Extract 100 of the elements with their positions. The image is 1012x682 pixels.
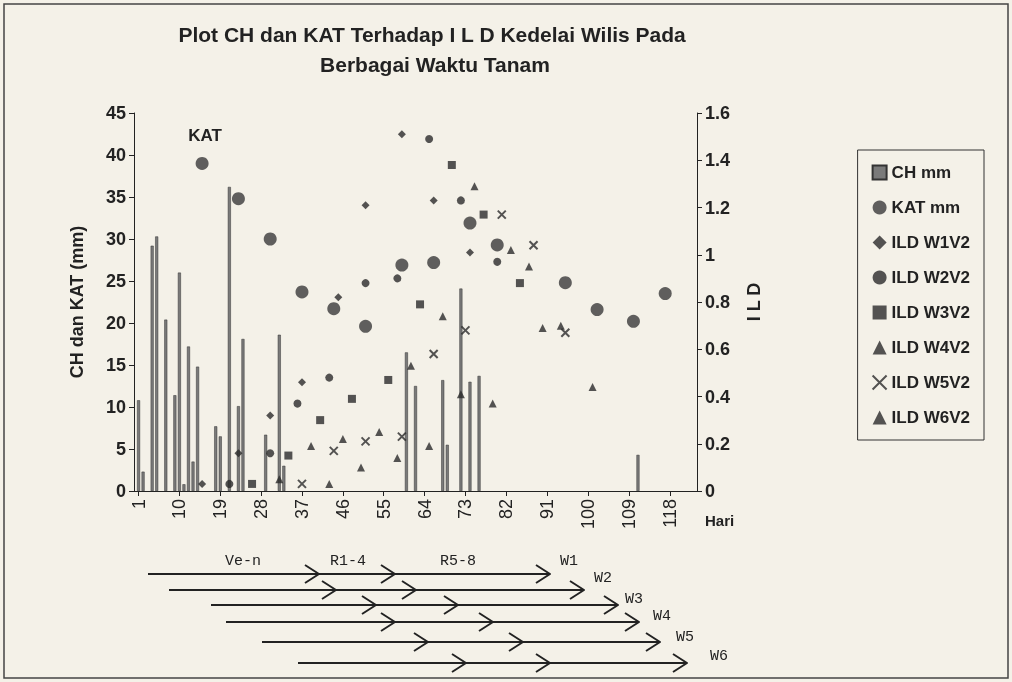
y-tick-label: 30	[105, 229, 126, 249]
point	[295, 285, 309, 299]
x-tick-label: 1	[128, 499, 149, 510]
bar	[477, 375, 481, 491]
point	[375, 427, 384, 436]
bar	[214, 426, 218, 491]
text: W6	[709, 647, 729, 665]
point	[393, 453, 402, 462]
point	[266, 411, 275, 420]
point	[307, 442, 316, 451]
point	[658, 287, 672, 301]
legend-label: CH mm	[891, 163, 952, 182]
y2-tick-label: 1.2	[705, 197, 731, 218]
y-tick-label: 35	[105, 187, 126, 207]
point	[231, 192, 245, 206]
point	[266, 449, 275, 458]
bar	[636, 454, 640, 491]
text: W2	[593, 569, 613, 587]
text: W1	[559, 552, 579, 570]
legend-label: ILD W5V2	[891, 373, 971, 392]
point	[360, 436, 371, 447]
point	[479, 210, 488, 219]
legend-label: ILD W1V2	[891, 233, 971, 252]
x-tick-label: 28	[251, 499, 272, 520]
legend-label: ILD W6V2	[891, 408, 971, 427]
point	[361, 201, 370, 210]
point	[293, 399, 302, 408]
point	[406, 361, 415, 370]
x-tick-label: 10	[169, 499, 190, 520]
y2-tick-label: 0.6	[705, 339, 731, 360]
y2-tick-label: 1.6	[705, 103, 731, 123]
point	[626, 314, 640, 328]
point	[465, 248, 474, 257]
point	[198, 479, 207, 488]
y-tick-label: 0	[115, 481, 126, 501]
point	[427, 256, 441, 270]
chart-title: Plot CH dan KAT Terhadap I L D Kedelai Wilis Pada Berbagai Waktu Tanam	[178, 22, 692, 76]
y-tick-label: 15	[105, 355, 126, 375]
point	[361, 279, 370, 288]
point	[234, 449, 243, 458]
bar	[164, 319, 168, 491]
point	[447, 160, 456, 169]
legend-label: ILD W3V2	[891, 303, 971, 322]
point	[456, 390, 465, 399]
x-tick-label: 73	[455, 499, 476, 520]
x-tick-label: 109	[618, 499, 639, 530]
point	[416, 300, 425, 309]
text: R5-8	[439, 552, 477, 570]
x-tick-label: 64	[414, 499, 435, 520]
y-tick-label: 5	[115, 439, 126, 459]
legend-label: ILD W2V2	[891, 268, 971, 287]
point	[195, 156, 209, 170]
y2-axis-title: I L D	[744, 282, 764, 322]
point	[327, 302, 341, 316]
point	[515, 279, 524, 288]
point	[463, 216, 477, 230]
point	[558, 276, 572, 290]
x-tick-label: 19	[210, 499, 231, 520]
y-tick-label: 45	[105, 103, 126, 123]
bar	[414, 386, 417, 491]
point	[328, 445, 339, 456]
point	[384, 375, 393, 384]
point	[525, 262, 534, 271]
y-tick-label: 40	[105, 145, 126, 165]
point	[263, 232, 277, 246]
y2-tick-label: 0.4	[705, 386, 731, 407]
point	[334, 293, 343, 302]
text: W4	[652, 607, 672, 625]
y-axis-title: CH dan KAT (mm)	[67, 225, 87, 379]
bar	[441, 380, 445, 491]
point	[556, 321, 565, 330]
point	[538, 323, 547, 332]
point	[284, 451, 293, 460]
point	[560, 327, 571, 338]
y-tick-label: 20	[105, 313, 126, 333]
point	[296, 478, 307, 489]
x-tick-label: 55	[373, 499, 394, 520]
point	[460, 325, 471, 336]
legend-label: KAT mm	[891, 198, 961, 217]
point	[225, 479, 234, 488]
x-tick-label: 46	[332, 499, 353, 520]
text: W3	[624, 590, 644, 608]
x-tick-label: 37	[291, 499, 312, 520]
y-tick-label: 25	[105, 271, 126, 291]
x-tick-label: 82	[496, 499, 517, 520]
x-axis-title: Hari	[705, 512, 735, 529]
point	[359, 319, 373, 333]
point	[429, 196, 438, 205]
point	[397, 130, 406, 139]
point	[338, 435, 347, 444]
y2-tick-label: 1.4	[705, 150, 731, 171]
y-tick-label: 10	[105, 397, 126, 417]
point	[357, 463, 366, 472]
point	[493, 257, 502, 266]
point	[488, 399, 497, 408]
x-tick-label: 91	[537, 499, 558, 520]
point	[316, 416, 325, 425]
bar	[137, 400, 141, 491]
point	[395, 258, 409, 272]
point	[396, 431, 407, 442]
